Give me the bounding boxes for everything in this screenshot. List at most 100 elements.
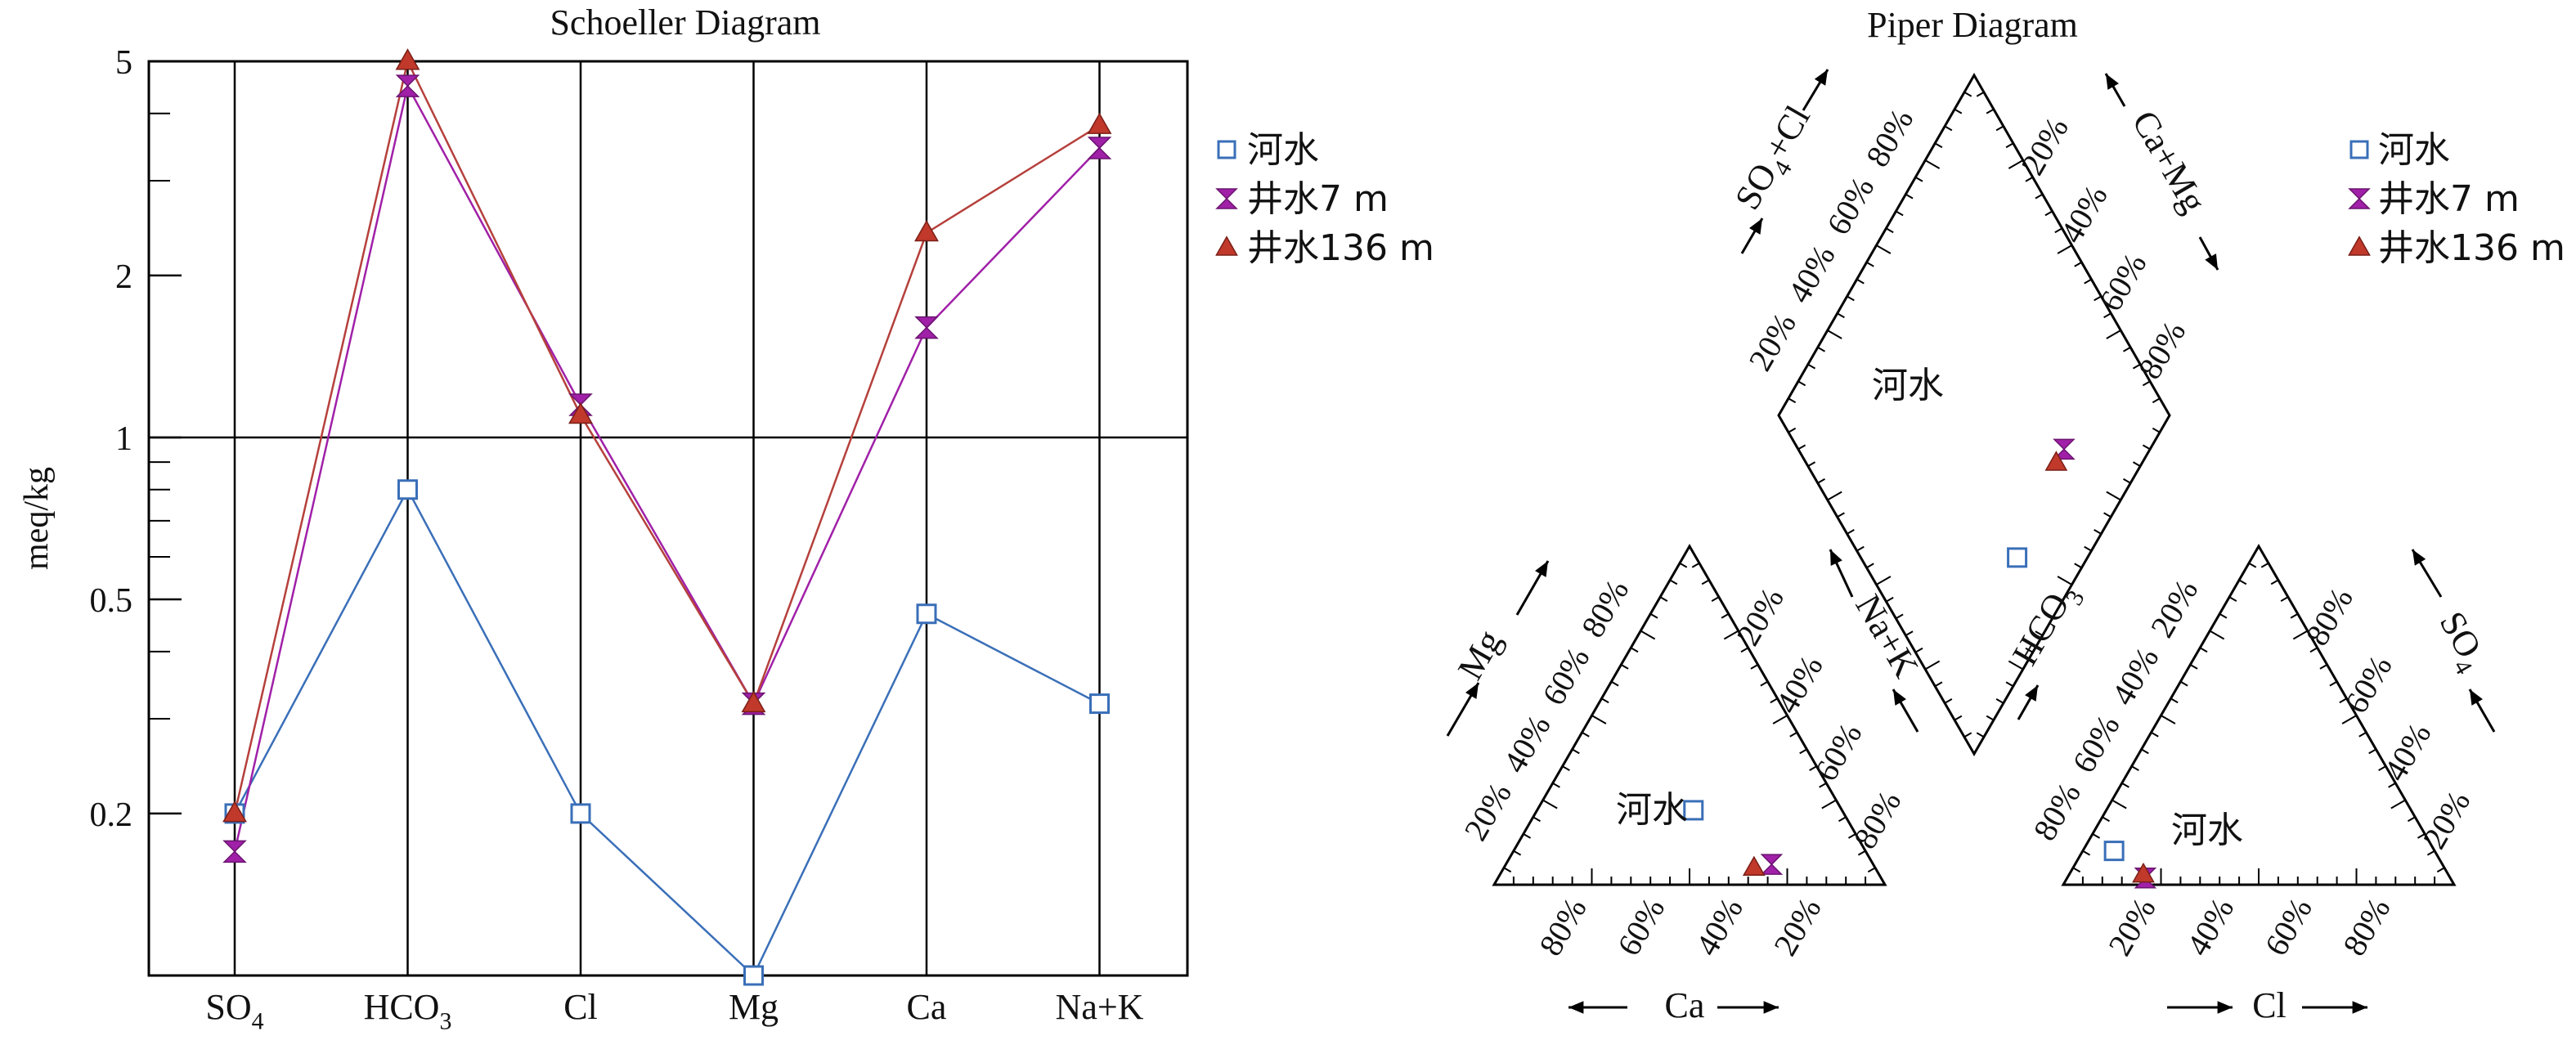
piper-tick	[2035, 193, 2044, 200]
piper-tick	[1847, 529, 1855, 535]
piper-percent-label: 60%	[2065, 709, 2127, 779]
piper-tick	[2260, 562, 2269, 568]
schoeller-grid	[149, 61, 1187, 975]
schoeller-point	[395, 48, 420, 70]
piper-tick	[1711, 596, 1720, 602]
piper-tick	[1954, 715, 1963, 721]
piper-label-so4: SO4	[2425, 605, 2495, 679]
piper-tick	[2005, 681, 2014, 688]
piper-legend-label: 井水7 m	[2378, 178, 2520, 220]
piper-axis-labels: Mg Na+K Ca HCO3 SO4 Cl SO4+Cl Ca+Mg	[1446, 69, 2496, 1025]
piper-tick	[2290, 612, 2299, 619]
piper-tick	[1760, 680, 1769, 687]
piper-tick	[2054, 227, 2063, 234]
piper-tick	[2044, 210, 2053, 217]
schoeller-legend-marker	[1215, 188, 1238, 209]
piper-tick	[2329, 680, 2338, 687]
piper-diamond-point-label: 河水	[1872, 365, 1944, 406]
schoeller-series-line	[233, 487, 1101, 978]
piper-tick	[2358, 731, 2367, 738]
piper-tick	[2054, 596, 2063, 603]
piper-tick	[1788, 427, 1797, 433]
piper-tick	[2341, 715, 2357, 724]
piper-tick	[1914, 647, 1923, 653]
schoeller-x-tick-label: Mg	[729, 987, 779, 1027]
piper-label-mg: Mg	[1450, 623, 1510, 686]
piper-tick	[1542, 799, 1558, 810]
piper-tick	[2388, 782, 2396, 788]
piper-tick	[2044, 613, 2053, 620]
piper-percent-label: 40%	[2104, 641, 2166, 711]
piper-tick	[2025, 176, 2034, 182]
schoeller-legend-label: 河水	[1247, 129, 1319, 171]
piper-tick	[1837, 312, 1845, 319]
piper-arrow-so4cl-head	[1814, 70, 1828, 86]
piper-tick	[1827, 491, 1842, 501]
schoeller-point	[570, 803, 591, 824]
piper-tick	[2270, 579, 2279, 585]
piper-arrow-mg-head	[1535, 561, 1548, 577]
piper-tick	[2074, 261, 2082, 267]
piper-cation-triangle	[1492, 543, 1887, 886]
piper-tick	[1620, 664, 1629, 670]
piper-arrow-so4cl-tail-head	[1749, 218, 1762, 235]
piper-percent-label: 40%	[1688, 891, 1750, 962]
piper-tick	[1827, 330, 1842, 339]
piper-tick	[1905, 630, 1914, 636]
piper-tick	[1944, 698, 1953, 704]
piper-arrow-camg-tail-head	[2205, 253, 2218, 270]
piper-tick	[2199, 647, 2208, 653]
piper-tick	[1976, 732, 1985, 738]
piper-tick	[1740, 647, 1749, 653]
piper-arrow-camg-head	[2106, 74, 2119, 90]
piper-tick	[1523, 833, 1532, 839]
piper-tick	[1582, 731, 1590, 738]
piper-tick	[1659, 596, 1668, 602]
piper-tick	[1954, 108, 1963, 114]
piper-tick	[2084, 278, 2092, 285]
piper-percent-label: 20%	[1741, 307, 1803, 377]
piper-percent-label: 40%	[2376, 717, 2439, 787]
piper-tick	[1986, 108, 1995, 114]
piper-cation-point	[1683, 800, 1704, 821]
piper-tick	[2132, 461, 2141, 467]
piper-diamond-point	[2053, 438, 2076, 460]
schoeller-point	[914, 219, 939, 242]
schoeller-legend-label: 井水136 m	[1247, 227, 1434, 269]
piper-percent-label: 60%	[2257, 891, 2319, 962]
piper-tick	[1817, 478, 1825, 484]
piper-tick	[2102, 816, 2110, 823]
piper-tick	[1789, 731, 1797, 738]
piper-label-ca: Ca	[1665, 985, 1705, 1025]
piper-tick	[1905, 193, 1914, 200]
piper-tick	[1817, 346, 1825, 352]
piper-tick	[1986, 715, 1995, 721]
schoeller-x-tick-label: Cl	[563, 987, 598, 1027]
piper-percent-label: 20%	[2101, 891, 2163, 962]
schoeller-series	[222, 48, 1112, 986]
piper-tick	[2123, 346, 2131, 352]
piper-percent-label: 20%	[1456, 776, 1519, 846]
piper-tick	[1772, 715, 1788, 724]
piper-tick	[1847, 833, 1856, 839]
piper-tick	[1552, 782, 1560, 788]
piper-percent-label: 20%	[2013, 110, 2076, 181]
piper-tick	[1691, 562, 1700, 568]
piper-tick	[1976, 91, 1985, 97]
schoeller-point	[568, 401, 593, 424]
schoeller-x-tick-label: Ca	[907, 987, 947, 1027]
piper-tick	[2426, 850, 2435, 856]
piper-percent-label: 20%	[2416, 784, 2478, 854]
piper-tick	[2142, 444, 2151, 451]
piper-arrow-ca-head	[1568, 1001, 1584, 1014]
piper-tick	[2084, 545, 2092, 552]
piper-tick	[2408, 816, 2416, 823]
schoeller-y-tick-label: 5	[115, 44, 132, 82]
schoeller-point	[1087, 112, 1112, 134]
piper-tick	[1721, 612, 1730, 619]
piper-title: Piper Diagram	[1867, 5, 2078, 45]
piper-percent-label: 80%	[1847, 784, 1909, 854]
piper-tick	[1934, 681, 1943, 688]
piper-tick	[1701, 579, 1710, 585]
